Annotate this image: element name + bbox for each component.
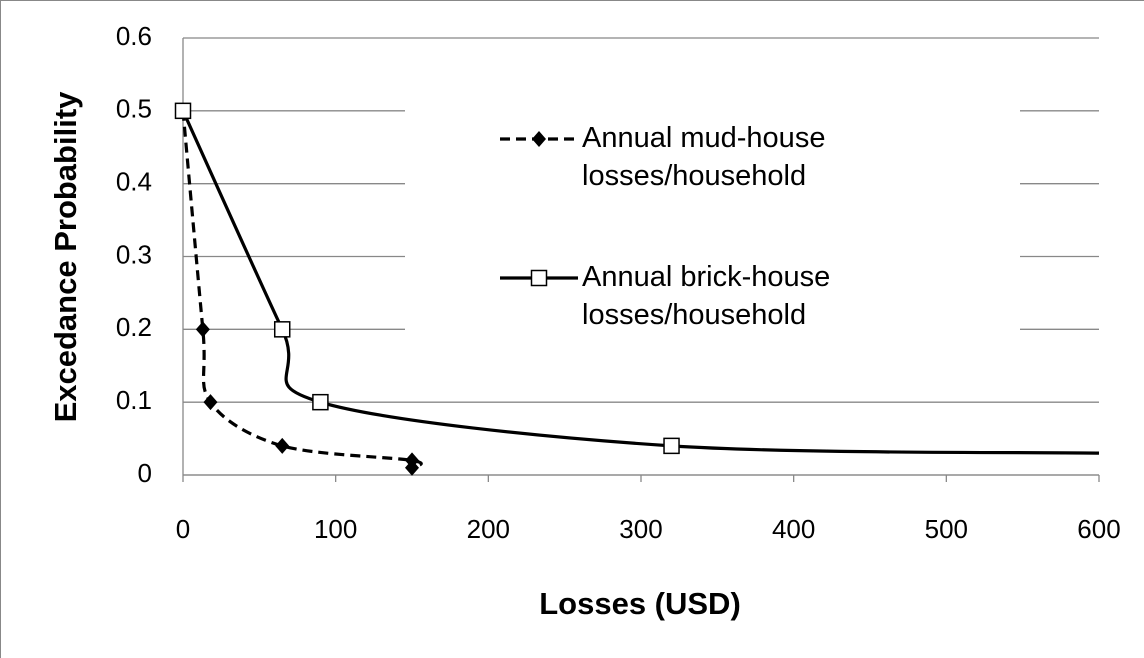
square-marker — [312, 393, 329, 411]
y-tick-label: 0 — [138, 458, 152, 488]
series-line — [181, 110, 423, 470]
diamond-marker — [275, 437, 290, 454]
diamond-marker — [195, 321, 210, 338]
x-tick-label: 300 — [619, 514, 662, 544]
legend-marker — [532, 131, 546, 147]
x-tick-label: 200 — [467, 514, 510, 544]
square-marker — [663, 437, 680, 455]
square-marker — [174, 102, 192, 120]
square-marker — [273, 321, 291, 338]
legend-marker — [530, 269, 548, 287]
x-tick-label: 400 — [772, 514, 815, 544]
y-tick-label: 0.2 — [116, 312, 152, 342]
x-axis-title: Losses (USD) — [539, 586, 741, 621]
legend-box — [405, 88, 1020, 360]
y-tick-label: 0.3 — [116, 239, 152, 269]
y-tick-label: 0.5 — [116, 94, 152, 124]
x-tick-label: 0 — [176, 514, 190, 544]
diamond-marker — [203, 394, 218, 411]
x-tick-label: 100 — [314, 514, 357, 544]
legend-label: Annual brick-house losses/household — [582, 261, 831, 331]
legend-label: Annual mud-house losses/household — [582, 122, 826, 192]
y-tick-label: 0.6 — [116, 21, 152, 51]
diamond-marker — [405, 459, 419, 476]
y-tick-label: 0.1 — [116, 385, 152, 415]
x-tick-label: 600 — [1077, 514, 1120, 544]
y-axis-title: Excedance Probability — [48, 91, 83, 423]
y-tick-label: 0.4 — [116, 167, 152, 197]
x-tick-label: 500 — [925, 514, 968, 544]
legend-item: Annual mud-house losses/household — [582, 122, 826, 192]
legend-item: Annual brick-house losses/household — [582, 261, 831, 331]
series-line — [181, 110, 1100, 455]
